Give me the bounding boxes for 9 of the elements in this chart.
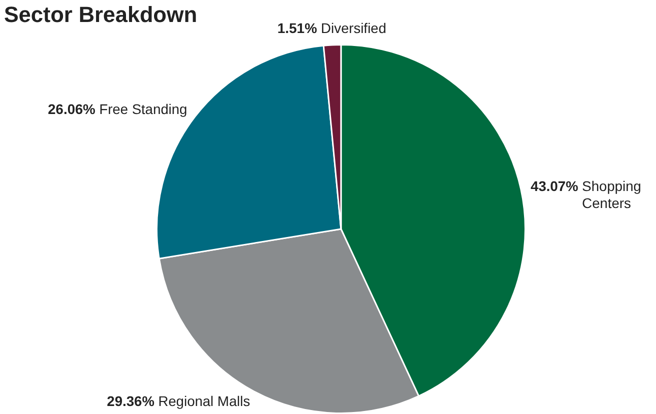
data-label: 1.51% <box>277 20 318 36</box>
slice-label: Shopping Centers <box>582 178 642 211</box>
data-label: 29.36% <box>106 392 155 409</box>
slice-label: Regional Malls <box>158 392 250 409</box>
slice-label: Diversified <box>320 20 386 36</box>
data-label: 43.07% <box>530 178 579 194</box>
chart-title: Sector Breakdown <box>4 2 198 28</box>
data-label: 26.06% <box>48 101 96 118</box>
slice-label: Free Standing <box>99 101 188 118</box>
